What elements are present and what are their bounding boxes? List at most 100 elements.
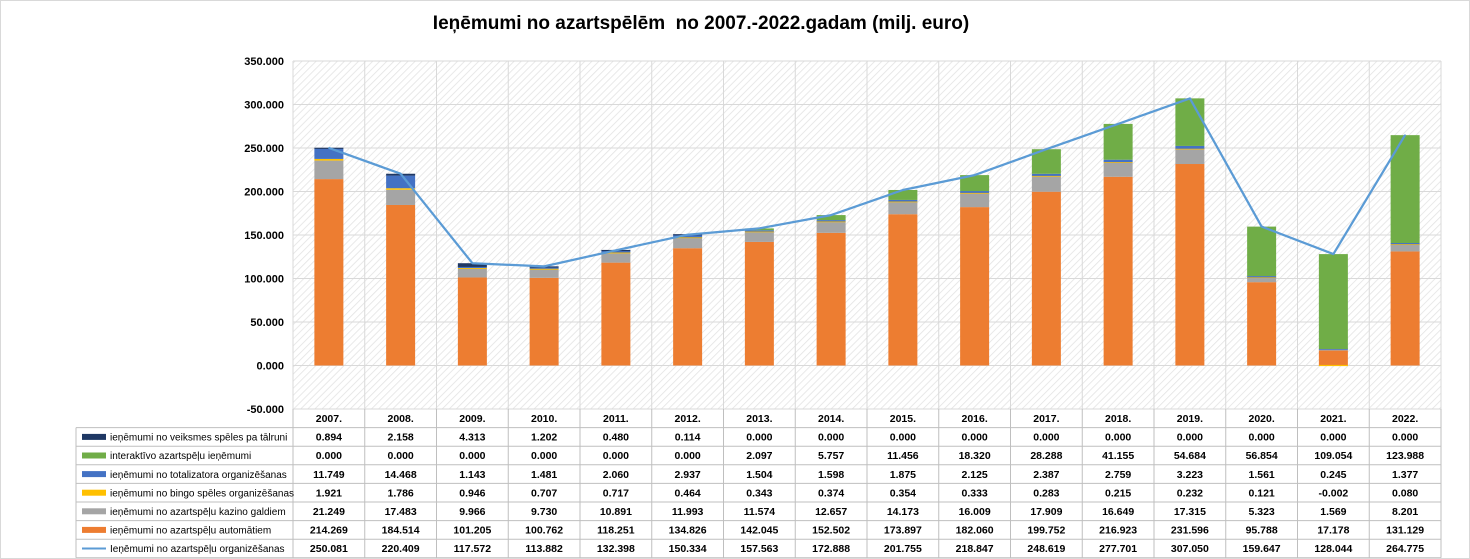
bar-ie-mumi-no-bingo-sp-les-organiz-anas: [1247, 276, 1277, 279]
bar-ie-mumi-no-bingo-sp-les-organiz-anas: [529, 268, 559, 270]
bar-ie-mumi-no-azartsp-u-autom-tiem: [1390, 251, 1420, 366]
data-label: 11.456: [887, 450, 919, 462]
data-label: 0.000: [1248, 432, 1274, 444]
bar-ie-mumi-no-bingo-sp-les-organiz-anas: [673, 236, 703, 239]
bar-ie-mumi-no-azartsp-u-autom-tiem: [457, 277, 487, 366]
x-tick-label: 2008.: [387, 413, 413, 425]
bar-ie-mumi-no-totalizatora-organiz-anas: [1390, 243, 1420, 245]
y-tick-label: 150.000: [244, 230, 284, 242]
bar-ie-mumi-no-azartsp-u-autom-tiem: [673, 248, 703, 366]
data-label: 95.788: [1246, 525, 1278, 537]
y-tick-label: 100.000: [244, 274, 284, 286]
bar-ie-mumi-no-bingo-sp-les-organiz-anas: [386, 188, 416, 190]
data-label: 0.000: [961, 432, 987, 444]
y-tick-label: 250.000: [244, 143, 284, 155]
data-label: 9.966: [459, 506, 485, 518]
bar-ie-mumi-no-azartsp-u-autom-tiem: [744, 241, 774, 366]
data-label: 231.596: [1171, 525, 1209, 537]
x-tick-label: 2007.: [316, 413, 342, 425]
data-label: 0.121: [1248, 487, 1274, 499]
data-label: 0.000: [1105, 432, 1131, 444]
data-label: 2.937: [674, 469, 700, 481]
bar-ie-mumi-no-azartsp-u-autom-tiem: [529, 277, 559, 366]
data-label: 1.202: [531, 432, 557, 444]
bar-ie-mumi-no-azartsp-u-autom-tiem: [1031, 191, 1061, 366]
data-label: 0.080: [1392, 487, 1418, 499]
line-point: [615, 249, 617, 252]
legend-label: ieņēmumi no azartspēļu automātiem: [110, 526, 271, 537]
data-label: 0.000: [818, 432, 844, 444]
data-label: 14.173: [887, 506, 919, 518]
bar-ie-mumi-no-azartsp-u-kazino-galdiem: [386, 189, 416, 205]
data-label: 218.847: [956, 543, 994, 555]
data-label: 113.882: [525, 543, 563, 555]
data-label: 1.377: [1392, 469, 1418, 481]
bar-ie-mumi-no-azartsp-u-kazino-galdiem: [1247, 277, 1277, 283]
legend-key-ie-mumi-no-azartsp-u-autom-tiem: [82, 526, 106, 533]
data-label: 2.060: [603, 469, 629, 481]
data-label: 0.232: [1177, 487, 1203, 499]
bar-ie-mumi-no-bingo-sp-les-organiz-anas: [960, 192, 990, 194]
bar-interakt-vo-azartsp-u-ie-mumi: [888, 189, 918, 200]
bar-ie-mumi-no-azartsp-u-autom-tiem: [1247, 282, 1277, 366]
data-label: 142.045: [740, 525, 778, 537]
bar-ie-mumi-no-totalizatora-organiz-anas: [529, 267, 559, 269]
data-label: 0.000: [316, 450, 342, 462]
data-label: 157.563: [740, 543, 778, 555]
data-label: 2.759: [1105, 469, 1131, 481]
bar-ie-mumi-no-totalizatora-organiz-anas: [601, 250, 631, 253]
data-label: 0.000: [890, 432, 916, 444]
bar-ie-mumi-no-totalizatora-organiz-anas: [673, 234, 703, 238]
data-label: 11.993: [672, 506, 704, 518]
bar-ie-mumi-no-azartsp-u-autom-tiem: [1175, 164, 1205, 366]
data-label: 1.143: [459, 469, 485, 481]
data-label: 0.480: [603, 432, 629, 444]
data-label: 3.223: [1177, 469, 1203, 481]
bar-ie-mumi-no-azartsp-u-kazino-galdiem: [1318, 349, 1348, 351]
data-label: 150.334: [669, 543, 707, 555]
bar-ie-mumi-no-bingo-sp-les-organiz-anas: [457, 267, 487, 269]
bar-ie-mumi-no-bingo-sp-les-organiz-anas: [1318, 364, 1348, 367]
data-label: 2.387: [1033, 469, 1059, 481]
legend-key-ie-mumi-no-bingo-sp-les-organiz-anas: [82, 489, 106, 496]
data-label: 0.374: [818, 487, 844, 499]
data-label: 172.888: [812, 543, 850, 555]
data-label: 0.000: [1320, 432, 1346, 444]
x-tick-label: 2019.: [1177, 413, 1203, 425]
line-point: [973, 174, 976, 176]
data-label: 173.897: [884, 525, 922, 537]
bar-ie-mumi-no-bingo-sp-les-organiz-anas: [888, 201, 918, 203]
bar-ie-mumi-no-totalizatora-organiz-anas: [1103, 159, 1133, 163]
line-point: [902, 189, 904, 191]
line-point: [1404, 134, 1406, 136]
legend-label: ieņēmumi no totalizatora organizēšanas: [110, 470, 287, 481]
y-tick-label: 200.000: [244, 187, 284, 199]
data-label: 0.000: [674, 450, 700, 462]
legend-label: Ieņēmumi no azartspēļu organizēšanas: [110, 544, 285, 555]
data-label: 0.946: [459, 487, 485, 499]
bar-ie-mumi-no-bingo-sp-les-organiz-anas: [744, 231, 774, 233]
bar-ie-mumi-no-azartsp-u-kazino-galdiem: [457, 268, 487, 278]
bar-ie-mumi-no-azartsp-u-kazino-galdiem: [1390, 244, 1420, 252]
x-tick-label: 2022.: [1392, 413, 1418, 425]
line-point: [686, 233, 689, 236]
legend-key-ie-mumi-no-totalizatora-organiz-anas: [82, 471, 106, 478]
bar-ie-mumi-no-bingo-sp-les-organiz-anas: [816, 221, 846, 223]
data-label: 0.000: [746, 432, 772, 444]
data-label: 41.155: [1102, 450, 1134, 462]
data-label: 307.050: [1171, 543, 1209, 555]
data-label: 54.684: [1174, 450, 1206, 462]
bar-interakt-vo-azartsp-u-ie-mumi: [960, 175, 990, 192]
data-label: 220.409: [382, 543, 420, 555]
data-label: 1.504: [746, 469, 772, 481]
x-tick-label: 2011.: [603, 413, 629, 425]
chart-title: Ieņēmumi no azartspēlēm no 2007.-2022.ga…: [432, 13, 970, 34]
data-label: 152.502: [812, 525, 850, 537]
data-label: 159.647: [1243, 543, 1281, 555]
bar-ie-mumi-no-totalizatora-organiz-anas: [888, 199, 918, 202]
bar-ie-mumi-no-azartsp-u-kazino-galdiem: [314, 160, 344, 180]
data-label: 128.044: [1314, 543, 1352, 555]
line-point: [830, 214, 832, 216]
data-label: 5.323: [1248, 506, 1274, 518]
